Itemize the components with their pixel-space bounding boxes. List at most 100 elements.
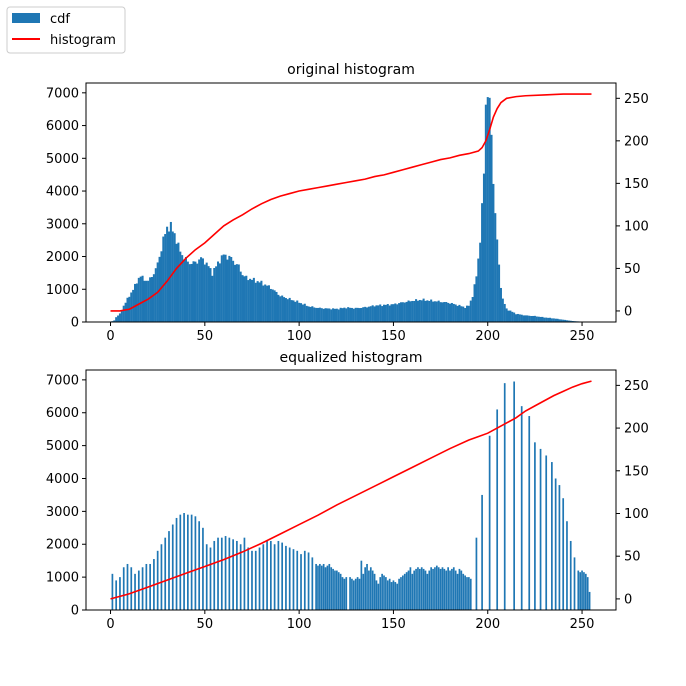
bar-111 — [319, 563, 321, 610]
bar-143 — [379, 304, 382, 322]
bar-133 — [360, 560, 363, 610]
bar-173 — [435, 565, 438, 610]
bar-192 — [471, 297, 474, 322]
bar-174 — [437, 567, 440, 610]
bar-225 — [534, 442, 536, 610]
bar-237 — [556, 318, 559, 322]
bar-125 — [345, 577, 348, 610]
bar-145 — [382, 304, 386, 322]
bar-59 — [220, 537, 223, 610]
bar-131 — [356, 577, 359, 610]
x-tick-label-150: 150 — [381, 329, 406, 344]
y-tick-label-6000: 6000 — [46, 119, 79, 134]
bar-193 — [473, 284, 476, 322]
bar-106 — [309, 306, 312, 322]
y2-tick-label-0: 0 — [624, 592, 632, 607]
bar-135 — [364, 306, 367, 322]
bar-55 — [213, 540, 216, 610]
bar-152 — [396, 583, 399, 610]
bar-62 — [226, 259, 229, 322]
bar-211 — [507, 310, 510, 322]
bar-95 — [288, 297, 291, 322]
bar-19 — [145, 280, 148, 322]
bar-253 — [586, 577, 589, 610]
y-tick-label-4000: 4000 — [46, 185, 79, 200]
bar-112 — [320, 308, 323, 322]
bar-164 — [418, 299, 421, 322]
bar-172 — [434, 567, 436, 610]
bar-8 — [124, 302, 127, 322]
bar-189 — [465, 305, 469, 322]
bar-79 — [258, 547, 261, 610]
bar-136 — [366, 563, 368, 610]
x-tick-label-0: 0 — [106, 329, 114, 344]
bar-7 — [122, 567, 125, 610]
bar-240 — [562, 319, 565, 322]
bar-188 — [464, 308, 467, 322]
bar-175 — [439, 568, 442, 610]
y2-tick-label-50: 50 — [624, 262, 641, 277]
bar-160 — [411, 300, 414, 322]
y2-tick-label-200: 200 — [624, 134, 649, 149]
bar-223 — [530, 316, 533, 322]
bar-241 — [564, 319, 567, 322]
bar-137 — [367, 306, 370, 322]
bar-82 — [264, 284, 267, 322]
bar-142 — [377, 583, 380, 610]
bar-249 — [579, 572, 582, 610]
bar-167 — [424, 300, 427, 322]
bar-186 — [460, 570, 463, 610]
bar-131 — [356, 307, 359, 322]
bar-86 — [271, 289, 274, 322]
bar-202 — [490, 134, 493, 322]
bar-144 — [381, 306, 384, 322]
bar-180 — [449, 570, 451, 610]
bar-13 — [134, 283, 137, 322]
bar-162 — [415, 568, 417, 610]
bar-228 — [539, 448, 542, 610]
bar-145 — [383, 575, 385, 610]
bar-97 — [292, 300, 295, 322]
bar-115 — [326, 565, 329, 610]
bar-210 — [505, 308, 508, 322]
bar-182 — [452, 567, 455, 610]
bar-246 — [573, 557, 576, 610]
bar-155 — [402, 575, 404, 610]
bar-227 — [537, 316, 540, 322]
bar-190 — [468, 577, 470, 610]
bar-60 — [222, 254, 225, 322]
bar-148 — [388, 578, 391, 610]
y-tick-label-3000: 3000 — [46, 505, 79, 520]
bar-151 — [394, 582, 397, 610]
bar-213 — [511, 311, 514, 322]
bar-169 — [428, 570, 431, 610]
bar-87 — [273, 290, 276, 322]
bar-84 — [267, 285, 270, 322]
bar-65 — [232, 260, 235, 322]
bar-54 — [211, 275, 214, 322]
bar-74 — [249, 278, 252, 322]
bar-128 — [350, 307, 353, 322]
bar-199 — [484, 104, 487, 322]
bar-39 — [183, 259, 186, 322]
bar-194 — [475, 537, 478, 610]
bar-150 — [392, 304, 395, 322]
bar-238 — [558, 485, 561, 610]
bar-194 — [475, 276, 478, 322]
legend: cdf histogram — [6, 6, 126, 54]
bar-59 — [220, 255, 223, 322]
bar-118 — [332, 308, 335, 322]
bar-171 — [432, 301, 435, 322]
bar-25 — [156, 550, 159, 610]
bar-242 — [566, 521, 568, 610]
bar-42 — [188, 264, 191, 322]
bar-116 — [328, 563, 331, 610]
bar-163 — [417, 567, 419, 610]
bar-109 — [315, 307, 318, 322]
bar-207 — [499, 287, 502, 322]
bar-177 — [443, 302, 446, 322]
bar-87 — [273, 544, 276, 610]
bar-5 — [119, 577, 121, 610]
y-tick-label-5000: 5000 — [46, 439, 79, 454]
bar-73 — [247, 280, 250, 322]
